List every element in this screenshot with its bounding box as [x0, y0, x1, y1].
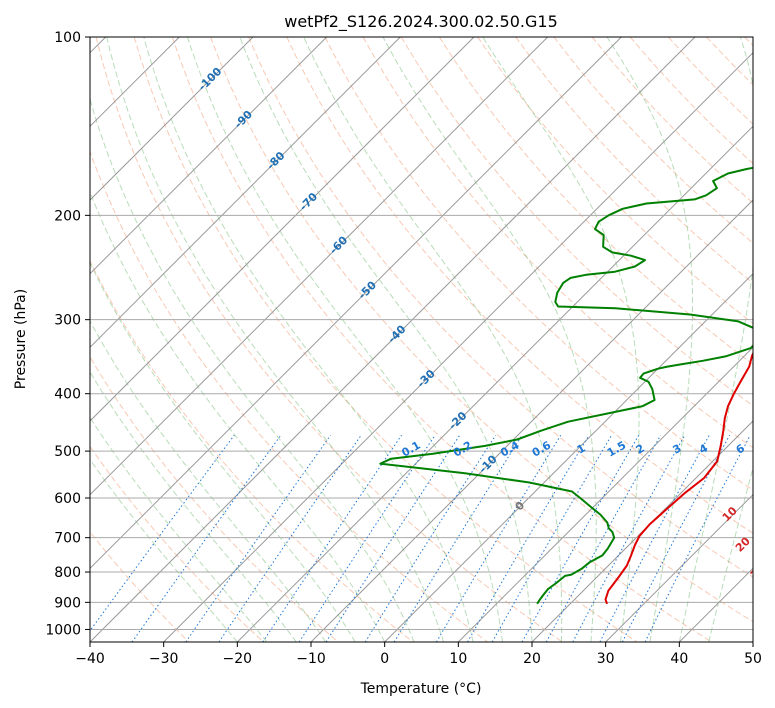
isotherm-line: [458, 37, 775, 642]
dry-adiabat: [668, 37, 775, 642]
mixing-ratio-label: 0.6: [530, 438, 554, 459]
dewpoint-line: [380, 37, 775, 604]
dry-adiabat: [0, 37, 338, 642]
dry-adiabat: [592, 37, 775, 642]
y-tick-label: 400: [54, 387, 81, 403]
temperature-line: [606, 37, 775, 604]
mixing-ratio-label: 8: [757, 442, 770, 457]
reference-line-labels: -100-90-80-70-60-50-40-30-20-1000.1 0.2 0.…: [196, 65, 775, 608]
mixing-ratio-label: 2: [634, 442, 647, 457]
isotherm-line: [237, 37, 775, 642]
mixing-ratio-line: [645, 435, 750, 642]
y-tick-label: 100: [54, 30, 81, 46]
mixing-ratio-label: 6: [734, 441, 747, 456]
isotherm-line: [0, 37, 327, 642]
mixing-ratio-label: 0.2: [451, 439, 474, 460]
dry-adiabat: [516, 37, 775, 642]
mixing-ratio-line: [522, 435, 639, 642]
moist-adiabat: [483, 37, 639, 642]
chart-title: wetPf2_S126.2024.300.02.50.G15: [284, 12, 558, 32]
mixing-ratio-line: [219, 435, 361, 642]
y-axis-ticks: 100 200 300 400 500 600 700 800 900 1000: [45, 30, 90, 638]
moist-adiabat: [240, 37, 532, 642]
moist-adiabat: [607, 37, 693, 642]
moist-adiabat-label: 30: [748, 561, 768, 581]
moist-adiabat: [304, 37, 562, 642]
mixing-ratio-line: [573, 435, 685, 642]
dry-adiabat: [134, 37, 637, 642]
isotherm-line: [0, 37, 400, 642]
y-tick-label: 900: [54, 595, 81, 611]
skewt-chart: wetPf2_S126.2024.300.02.50.G15 -100-90-8…: [0, 0, 775, 708]
moist-adiabat: [22, 37, 355, 642]
isotherm-line: [164, 37, 769, 642]
x-tick-label: 40: [670, 651, 688, 667]
y-tick-label: 200: [54, 208, 81, 224]
isotherm-label: -40: [385, 322, 408, 345]
isotherm-label: -30: [415, 367, 438, 390]
dry-adiabat: [0, 37, 264, 642]
mixing-ratio-line: [326, 435, 460, 642]
moist-adiabat: [0, 37, 237, 642]
isotherm-label: -100: [196, 65, 225, 94]
isotherm-line: [679, 37, 775, 642]
x-tick-label: 0: [380, 651, 389, 667]
mixing-ratio-line: [436, 435, 560, 642]
y-tick-label: 300: [54, 313, 81, 329]
dry-adiabat: [58, 37, 488, 642]
y-tick-label: 700: [54, 531, 81, 547]
profile-series: [380, 37, 775, 604]
dry-adiabat: [20, 37, 413, 642]
y-axis-label: Pressure (hPa): [13, 289, 29, 389]
isotherm-line: [16, 37, 621, 642]
moist-adiabat: [679, 37, 760, 642]
x-tick-label: −20: [223, 651, 253, 667]
moist-adiabat-label: 10: [720, 504, 740, 524]
x-tick-label: 50: [744, 651, 762, 667]
mixing-ratio-label: 1: [575, 442, 588, 457]
isotherm-label: -20: [446, 409, 469, 432]
moist-adiabat-label: 40: [765, 587, 775, 607]
y-tick-label: 500: [54, 444, 81, 460]
isotherm-line: [753, 37, 775, 642]
x-axis-label: Temperature (°C): [360, 681, 482, 697]
x-axis-ticks: −40 −30 −20 −10 0 10 20 30 40 50: [75, 642, 762, 667]
x-tick-label: 30: [597, 651, 615, 667]
moist-adiabat: [188, 37, 503, 642]
mixing-ratio-line: [263, 435, 402, 642]
isotherm-line: [0, 37, 253, 642]
dry-adiabat: [745, 37, 775, 642]
x-tick-label: 20: [523, 651, 541, 667]
x-tick-label: −30: [149, 651, 179, 667]
x-tick-label: −40: [75, 651, 105, 667]
y-tick-label: 800: [54, 565, 81, 581]
x-tick-label: 10: [449, 651, 467, 667]
isotherm-label: -90: [232, 108, 255, 131]
y-tick-label: 600: [54, 491, 81, 507]
x-tick-label: −10: [296, 651, 326, 667]
mixing-ratio-line: [600, 435, 709, 642]
plot-frame: [90, 37, 753, 642]
y-tick-label: 1000: [45, 622, 81, 638]
